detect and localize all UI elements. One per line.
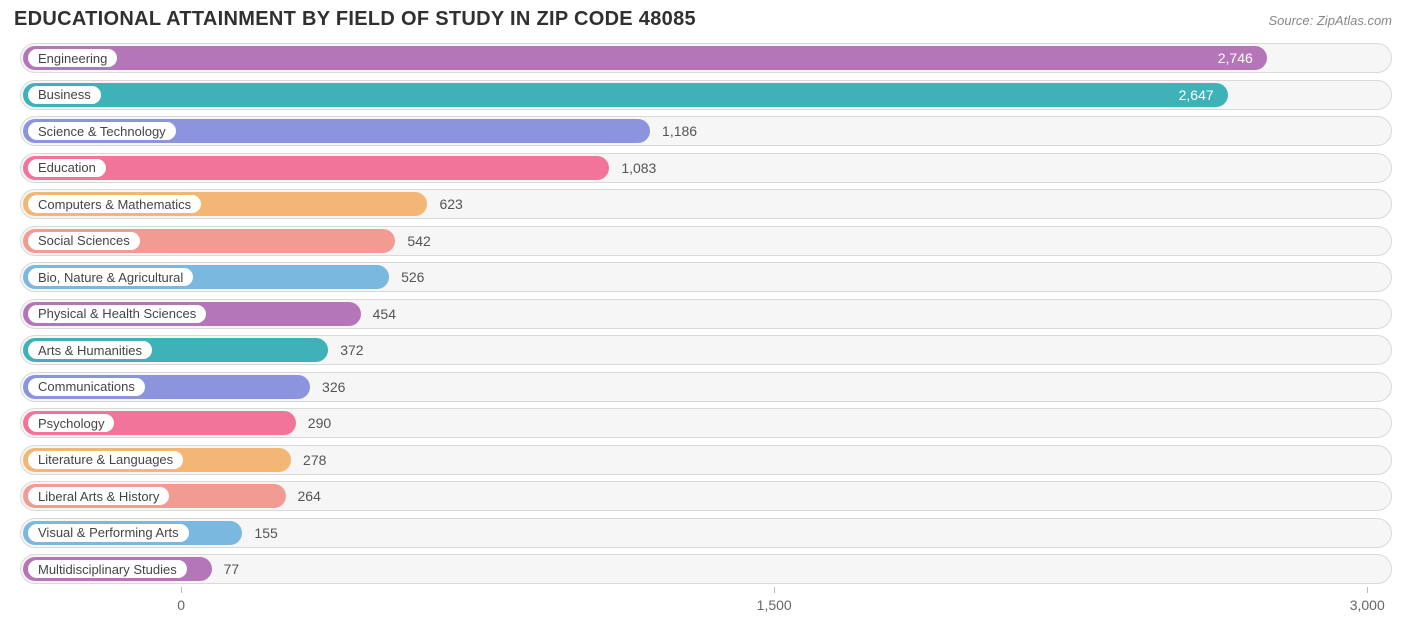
x-tick-line	[1367, 587, 1368, 593]
bar-row: Physical & Health Sciences 454	[20, 299, 1392, 329]
bar-value: 1,186	[654, 116, 697, 146]
bar-label: Education	[28, 159, 106, 177]
bar-label: Arts & Humanities	[28, 341, 152, 359]
bar-label: Social Sciences	[28, 232, 140, 250]
bar-label: Visual & Performing Arts	[28, 524, 189, 542]
bar-value: 326	[314, 372, 345, 402]
bar-row: Visual & Performing Arts 155	[20, 518, 1392, 548]
bar-label: Bio, Nature & Agricultural	[28, 268, 193, 286]
bar-label: Liberal Arts & History	[28, 487, 169, 505]
bar-row: Bio, Nature & Agricultural 526	[20, 262, 1392, 292]
bar-label: Computers & Mathematics	[28, 195, 201, 213]
bar-label: Multidisciplinary Studies	[28, 560, 187, 578]
bar-value: 278	[295, 445, 326, 475]
bar-value: 290	[300, 408, 331, 438]
bar-label: Psychology	[28, 414, 114, 432]
bar-row: Arts & Humanities 372	[20, 335, 1392, 365]
bar-label: Science & Technology	[28, 122, 176, 140]
x-tick-label: 0	[177, 597, 185, 613]
bar-label: Literature & Languages	[28, 451, 183, 469]
bar-label: Communications	[28, 378, 145, 396]
bar-row: Computers & Mathematics 623	[20, 189, 1392, 219]
bar-row: Communications 326	[20, 372, 1392, 402]
bar-value: 1,083	[613, 153, 656, 183]
bar-row: Psychology 290	[20, 408, 1392, 438]
bar-row: Multidisciplinary Studies 77	[20, 554, 1392, 584]
bar-label: Physical & Health Sciences	[28, 305, 206, 323]
bar-row: Liberal Arts & History 264	[20, 481, 1392, 511]
bar-row: Literature & Languages 278	[20, 445, 1392, 475]
chart-title: EDUCATIONAL ATTAINMENT BY FIELD OF STUDY…	[14, 8, 696, 31]
x-tick-label: 1,500	[757, 597, 792, 613]
chart-container: EDUCATIONAL ATTAINMENT BY FIELD OF STUDY…	[0, 0, 1406, 631]
bar-value: 542	[399, 226, 430, 256]
x-axis: 0 1,500 3,000	[20, 591, 1392, 619]
bar-value: 2,746	[23, 43, 1267, 73]
bar-value: 623	[431, 189, 462, 219]
bar-value: 2,647	[23, 80, 1228, 110]
bar-fill	[23, 156, 609, 180]
plot-area: Engineering2,746 Business2,647 Science & T…	[14, 43, 1392, 584]
bar-row: Social Sciences 542	[20, 226, 1392, 256]
bar-row: Business2,647	[20, 80, 1392, 110]
bar-value: 454	[365, 299, 396, 329]
bar-row: Engineering2,746	[20, 43, 1392, 73]
x-tick-label: 3,000	[1350, 597, 1385, 613]
bar-value: 526	[393, 262, 424, 292]
x-tick-line	[181, 587, 182, 593]
bar-row: Education 1,083	[20, 153, 1392, 183]
x-tick-line	[774, 587, 775, 593]
bar-row: Science & Technology 1,186	[20, 116, 1392, 146]
chart-header: EDUCATIONAL ATTAINMENT BY FIELD OF STUDY…	[14, 8, 1392, 31]
bar-value: 77	[216, 554, 240, 584]
bar-value: 264	[290, 481, 321, 511]
chart-source: Source: ZipAtlas.com	[1268, 13, 1392, 28]
bar-value: 372	[332, 335, 363, 365]
bar-value: 155	[246, 518, 277, 548]
